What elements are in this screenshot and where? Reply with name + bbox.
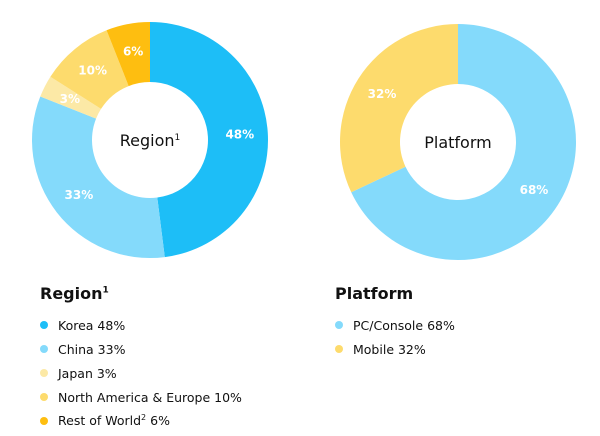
legend-item: Japan 3% — [40, 361, 242, 385]
donut-center-title: Region1 — [120, 131, 181, 150]
legend-dot-icon — [40, 321, 48, 329]
legend-dot-icon — [40, 417, 48, 425]
slice-mobile — [340, 23, 458, 193]
data-label: 48% — [225, 127, 254, 141]
legend-dot-icon — [335, 345, 343, 353]
legend-item: China 33% — [40, 337, 242, 361]
legend-item: Mobile 32% — [335, 337, 455, 361]
platform-legend-title: Platform — [335, 284, 414, 303]
legend-label: Korea 48% — [58, 317, 126, 333]
legend-dot-icon — [40, 393, 48, 401]
platform-legend: Platform PC/Console 68% Mobile 32% — [335, 284, 455, 361]
data-label: 6% — [123, 45, 143, 59]
legend-label: PC/Console 68% — [353, 317, 455, 333]
slice-north-america-europe — [50, 30, 129, 109]
slice-korea — [150, 22, 269, 258]
legend-item: PC/Console 68% — [335, 313, 455, 337]
legend-label: North America & Europe 10% — [58, 389, 242, 405]
legend-label: Rest of World2 6% — [58, 413, 170, 429]
slice-pc-console — [351, 24, 576, 260]
legend-item: Korea 48% — [40, 313, 242, 337]
donut-center-title: Platform — [424, 133, 491, 152]
region-title-footnote: 1 — [102, 285, 109, 296]
legend-item: North America & Europe 10% — [40, 385, 242, 409]
data-label: 33% — [65, 188, 94, 202]
legend-item: Rest of World2 6% — [40, 409, 242, 433]
legend-dot-icon — [40, 369, 48, 377]
region-legend-title-text: Region — [40, 284, 103, 303]
data-label: 10% — [78, 64, 107, 78]
slice-rest-of-world — [106, 22, 150, 87]
legend-label: China 33% — [58, 341, 126, 357]
legend-dot-icon — [335, 321, 343, 329]
region-legend-title: Region1 — [40, 284, 242, 303]
data-label: 3% — [60, 92, 80, 106]
slice-japan — [40, 76, 102, 119]
slice-china — [31, 96, 165, 258]
data-label: 68% — [520, 183, 549, 197]
legend-dot-icon — [40, 345, 48, 353]
region-legend: Region1 Korea 48% China 33% Japan 3% North … — [40, 284, 242, 433]
legend-label: Japan 3% — [58, 365, 117, 381]
data-label: 32% — [368, 87, 397, 101]
legend-label: Mobile 32% — [353, 341, 426, 357]
